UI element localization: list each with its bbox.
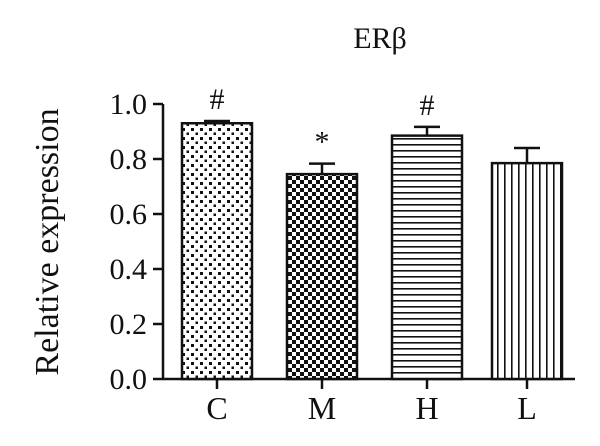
y-axis-label: Relative expression xyxy=(29,108,66,375)
x-category-label: H xyxy=(415,390,438,426)
chart-title: ERβ xyxy=(353,22,407,55)
bar-M xyxy=(285,172,359,381)
bar-C xyxy=(180,122,254,381)
x-category-label: C xyxy=(206,390,227,426)
y-tick-label: 0.6 xyxy=(110,198,148,231)
y-tick-label: 0.0 xyxy=(110,363,148,396)
bar-H xyxy=(390,134,464,381)
significance-marker: # xyxy=(420,89,435,122)
y-tick-label: 0.4 xyxy=(110,253,148,286)
y-tick-label: 0.8 xyxy=(110,143,148,176)
significance-marker: # xyxy=(210,83,225,116)
y-tick-label: 0.2 xyxy=(110,308,148,341)
x-category-label: M xyxy=(308,390,336,426)
bar-L xyxy=(490,161,564,381)
significance-marker: * xyxy=(315,126,330,159)
x-category-label: L xyxy=(517,390,537,426)
y-tick-label: 1.0 xyxy=(110,88,148,121)
